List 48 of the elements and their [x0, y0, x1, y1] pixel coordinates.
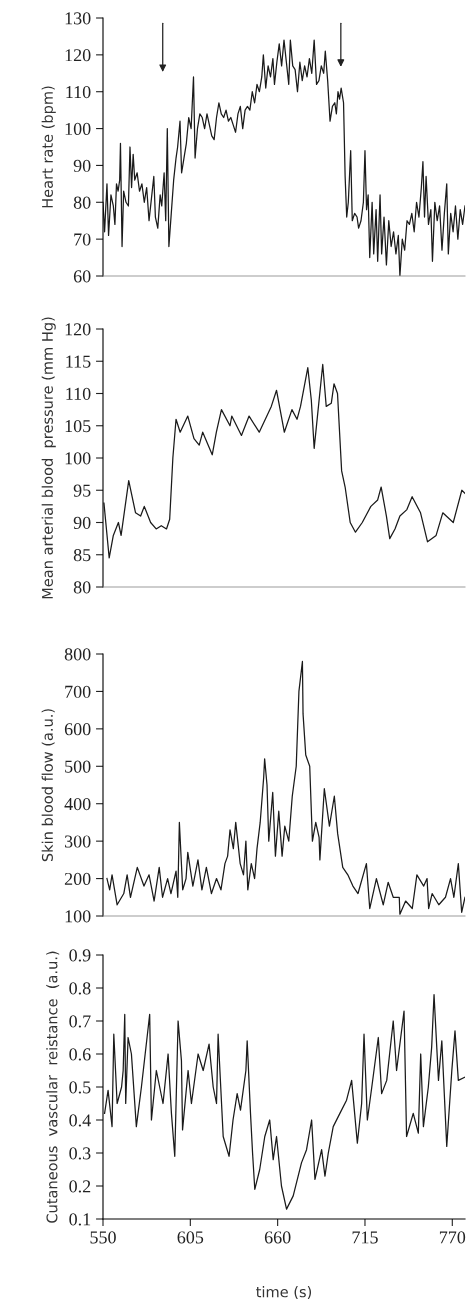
y-tick-label: 0.5 — [69, 1081, 91, 1094]
line-series — [103, 39, 465, 276]
y-tick-label: 0.7 — [69, 1015, 91, 1028]
line-series — [103, 993, 465, 1210]
y-tick-label: 0.8 — [69, 982, 91, 995]
y-tick-label: 800 — [64, 648, 91, 661]
y-tick-label: 70 — [74, 233, 91, 246]
x-tick-label: 715 — [352, 1231, 378, 1244]
y-tick-label: 0.4 — [69, 1114, 91, 1127]
y-tick-label: 130 — [65, 12, 91, 25]
y-tick-label: 600 — [64, 723, 91, 736]
x-tick-label: 550 — [90, 1231, 116, 1244]
y-tick-label: 0.9 — [69, 949, 91, 962]
y-tick-label: 85 — [73, 549, 91, 562]
y-tick-label: 0.6 — [69, 1048, 91, 1061]
y-tick-label: 110 — [66, 85, 91, 99]
y-tick-label: 115 — [66, 355, 91, 368]
y-tick-label: 700 — [65, 685, 91, 698]
x-tick-label: 770 — [439, 1231, 466, 1244]
line-series — [103, 363, 465, 559]
y-axis-title: Heart rate (bpm) — [41, 86, 56, 208]
y-tick-label: 120 — [65, 49, 91, 62]
x-tick-label: 660 — [264, 1231, 291, 1244]
x-tick-label: 605 — [177, 1231, 204, 1244]
y-tick-label: 200 — [64, 872, 91, 886]
y-axis-title: Cutaneous vascular reistance (a.u.) — [46, 951, 60, 1223]
y-tick-label: 300 — [64, 835, 91, 848]
y-tick-label: 100 — [65, 452, 91, 465]
y-tick-label: 100 — [65, 122, 91, 136]
y-tick-label: 120 — [65, 323, 91, 336]
y-tick-label: 80 — [73, 196, 91, 209]
x-axis-title: time (s) — [256, 1286, 312, 1300]
y-tick-label: 0.1 — [69, 1213, 91, 1226]
y-tick-label: 60 — [73, 270, 91, 283]
y-tick-label: 80 — [73, 581, 91, 594]
y-tick-label: 0.3 — [69, 1147, 91, 1160]
y-tick-label: 90 — [73, 516, 91, 529]
line-series — [106, 660, 465, 915]
y-axis-title: Mean arterial blood pressure (mm Hg) — [41, 317, 56, 599]
y-tick-label: 95 — [73, 484, 91, 497]
y-axis-title: Skin blood flow (a.u.) — [41, 709, 55, 862]
y-tick-label: 110 — [66, 387, 91, 400]
y-tick-label: 0.2 — [69, 1180, 91, 1193]
y-tick-label: 90 — [73, 159, 91, 172]
y-tick-label: 500 — [65, 760, 91, 773]
y-tick-label: 400 — [64, 797, 91, 811]
y-tick-label: 100 — [65, 910, 91, 923]
y-tick-label: 105 — [65, 420, 91, 433]
